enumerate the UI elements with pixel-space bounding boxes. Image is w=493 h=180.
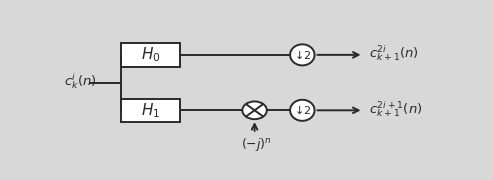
Text: $c_k^i(n)$: $c_k^i(n)$ [64,71,96,91]
Circle shape [243,102,267,119]
Text: $c_{k+1}^{2i+1}(n)$: $c_{k+1}^{2i+1}(n)$ [369,99,423,119]
Text: $H_0$: $H_0$ [141,46,160,64]
Text: $H_1$: $H_1$ [141,101,160,120]
Text: $\downarrow\!2$: $\downarrow\!2$ [292,49,312,61]
Bar [121,43,180,67]
Ellipse shape [290,44,315,65]
Ellipse shape [290,100,315,121]
Text: $\downarrow\!2$: $\downarrow\!2$ [292,104,312,116]
Text: $(-j)^n$: $(-j)^n$ [241,136,272,153]
Text: $c_{k+1}^{2i}(n)$: $c_{k+1}^{2i}(n)$ [369,44,419,63]
Bar [121,98,180,122]
